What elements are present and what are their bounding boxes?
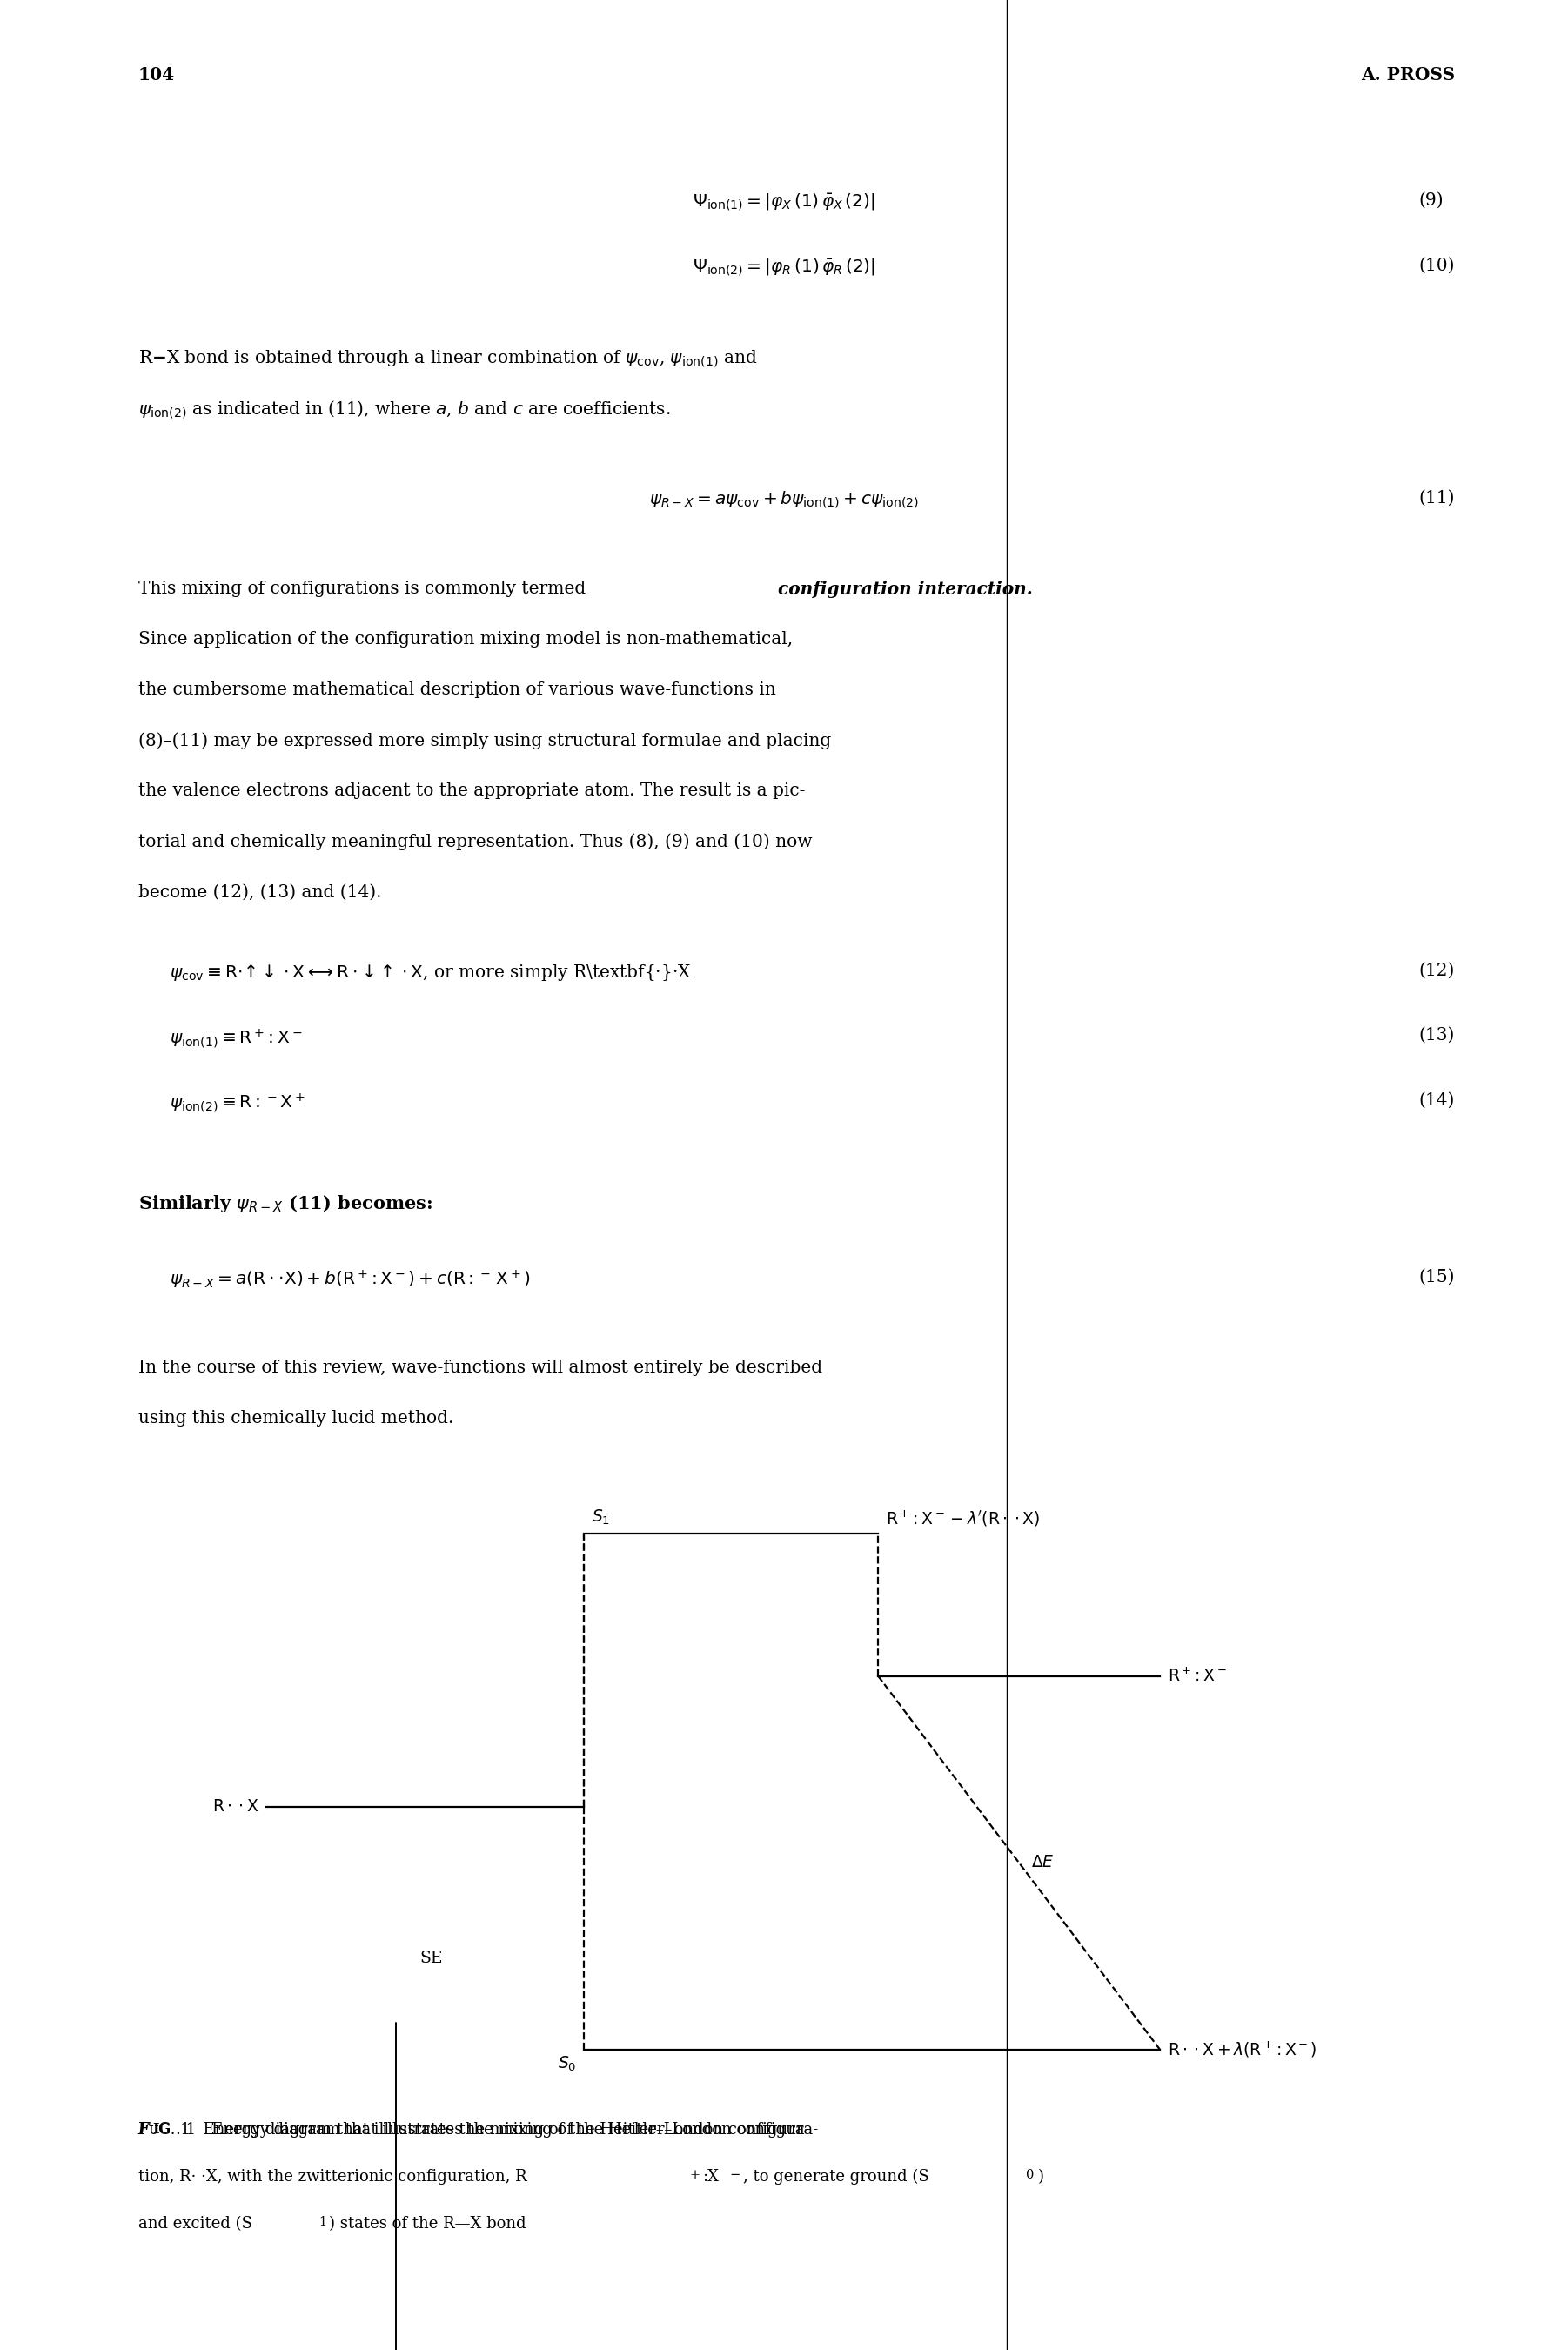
Text: . 1 Energy diagram that illustrates the mixing of the Heitler–London configura-: . 1 Energy diagram that illustrates the … [176,2122,818,2138]
Text: ): ) [1038,2169,1044,2186]
Text: $\Psi_{\mathrm{ion(1)}} = |\varphi_X\,(1)\,\bar{\varphi}_X\,(2)|$: $\Psi_{\mathrm{ion(1)}} = |\varphi_X\,(1… [693,193,875,212]
Text: +: + [690,2169,701,2181]
Text: torial and chemically meaningful representation. Thus (8), (9) and (10) now: torial and chemically meaningful represe… [138,834,812,851]
Text: $\mathrm{R^+\!: X^-}$: $\mathrm{R^+\!: X^-}$ [1168,1666,1228,1685]
Text: using this chemically lucid method.: using this chemically lucid method. [138,1410,453,1426]
Text: (12): (12) [1419,964,1455,980]
Text: $\psi_{R-X} = a(\mathrm{R}\cdot\!\cdot\!\mathrm{X}) + b(\mathrm{R}^+\!:\mathrm{X: $\psi_{R-X} = a(\mathrm{R}\cdot\!\cdot\!… [169,1269,530,1290]
Text: $\mathrm{R\cdot\cdot X}$: $\mathrm{R\cdot\cdot X}$ [212,1798,259,1814]
Text: Since application of the configuration mixing model is non-mathematical,: Since application of the configuration m… [138,632,792,649]
Text: (11): (11) [1419,489,1455,505]
Text: tion, R· ·X, with the zwitterionic configuration, R: tion, R· ·X, with the zwitterionic confi… [138,2169,527,2186]
Text: $\mathrm{R^+\!:X^-} - \lambda'(\mathrm{R\cdot\cdot X})$: $\mathrm{R^+\!:X^-} - \lambda'(\mathrm{R… [886,1509,1040,1530]
Text: (13): (13) [1419,1027,1455,1043]
Text: 1: 1 [318,2216,326,2228]
Text: $\psi_{\mathrm{cov}} \equiv \mathrm{R}{\cdot}\!\uparrow\!\downarrow\cdot\mathrm{: $\psi_{\mathrm{cov}} \equiv \mathrm{R}{\… [169,964,691,982]
Text: This mixing of configurations is commonly termed: This mixing of configurations is commonl… [138,580,591,597]
Text: In the course of this review, wave-functions will almost entirely be described: In the course of this review, wave-funct… [138,1361,822,1377]
Text: $\psi_{\mathrm{ion(2)}}$ as indicated in (11), where $a$, $b$ and $c$ are coeffi: $\psi_{\mathrm{ion(2)}}$ as indicated in… [138,400,670,421]
Text: (15): (15) [1419,1269,1455,1285]
Text: and excited (S: and excited (S [138,2216,252,2232]
Text: 104: 104 [138,66,174,82]
Text: the valence electrons adjacent to the appropriate atom. The result is a pic-: the valence electrons adjacent to the ap… [138,783,804,799]
Text: (8)–(11) may be expressed more simply using structural formulae and placing: (8)–(11) may be expressed more simply us… [138,733,831,750]
Text: :X: :X [702,2169,720,2186]
Text: (10): (10) [1419,258,1455,275]
Text: $S_1$: $S_1$ [593,1509,610,1528]
Text: A. PROSS: A. PROSS [1361,66,1455,82]
Text: $\Psi_{\mathrm{ion(2)}} = |\varphi_R\,(1)\,\bar{\varphi}_R\,(2)|$: $\Psi_{\mathrm{ion(2)}} = |\varphi_R\,(1… [693,258,875,277]
Text: the cumbersome mathematical description of various wave-functions in: the cumbersome mathematical description … [138,682,776,698]
Text: −: − [729,2169,740,2181]
Text: $\mathrm{R\cdot\cdot X} + \lambda(\mathrm{R^+\!:X^-})$: $\mathrm{R\cdot\cdot X} + \lambda(\mathr… [1168,2040,1317,2059]
Text: $\Delta E$: $\Delta E$ [1032,1854,1054,1871]
Text: $\psi_{\mathrm{ion(2)}} \equiv \mathrm{R}:^-\mathrm{X}^+$: $\psi_{\mathrm{ion(2)}} \equiv \mathrm{R… [169,1093,304,1114]
Text: $S_0$: $S_0$ [558,2054,577,2073]
Text: configuration interaction.: configuration interaction. [778,580,1032,599]
Text: SE: SE [420,1950,442,1967]
Text: R$\mathbf{-}$X bond is obtained through a linear combination of $\psi_{\mathrm{c: R$\mathbf{-}$X bond is obtained through … [138,348,757,369]
Text: ) states of the R—X bond: ) states of the R—X bond [329,2216,527,2232]
Text: F: F [138,2122,149,2138]
Text: (9): (9) [1419,193,1444,209]
Text: $\psi_{\mathrm{ion(1)}} \equiv \mathrm{R}^+\!:\mathrm{X}^-$: $\psi_{\mathrm{ion(1)}} \equiv \mathrm{R… [169,1027,303,1050]
Text: Similarly $\psi_{R-X}$ (11) becomes:: Similarly $\psi_{R-X}$ (11) becomes: [138,1194,433,1213]
Text: 0: 0 [1025,2169,1033,2181]
Text: , to generate ground (S: , to generate ground (S [743,2169,930,2186]
Text: IG: IG [152,2122,171,2136]
Text: $\psi_{R-X} = a\psi_{\mathrm{cov}} + b\psi_{\mathrm{ion(1)}} + c\psi_{\mathrm{io: $\psi_{R-X} = a\psi_{\mathrm{cov}} + b\p… [649,489,919,510]
Text: FᴜG. 1  Energy diagram that illustrates the mixing of the Heitler–London configu: FᴜG. 1 Energy diagram that illustrates t… [138,2122,809,2138]
Text: (14): (14) [1419,1093,1455,1109]
Text: become (12), (13) and (14).: become (12), (13) and (14). [138,884,381,900]
